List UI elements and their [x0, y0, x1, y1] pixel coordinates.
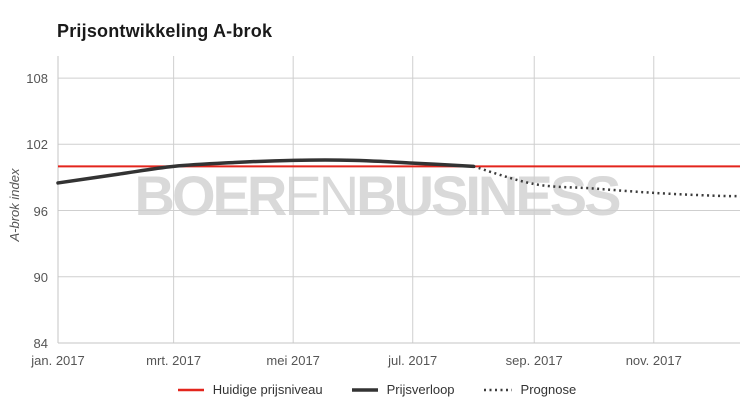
- x-tick-label: mei 2017: [266, 353, 320, 368]
- legend-item-forecast[interactable]: Prognose: [483, 382, 577, 397]
- y-tick-label: 108: [26, 71, 48, 87]
- x-tick-label: jan. 2017: [31, 353, 85, 368]
- y-tick-label: 102: [26, 137, 48, 153]
- boerenbusiness-watermark: BOERENBUSINESS: [0, 168, 753, 224]
- legend-label-price-history: Prijsverloop: [386, 382, 455, 397]
- forecast-dotted-line-icon: [483, 388, 512, 391]
- y-tick-label: 96: [33, 203, 48, 219]
- legend-label-current-price: Huidige prijsniveau: [212, 382, 323, 397]
- y-tick-label: 90: [33, 269, 48, 285]
- watermark-part-business: BUSINESS: [356, 164, 621, 227]
- legend-label-forecast: Prognose: [520, 382, 577, 397]
- legend-item-current-price[interactable]: Huidige prijsniveau: [177, 382, 323, 397]
- watermark-part-en: EN: [284, 164, 359, 227]
- watermark-part-boer: BOER: [134, 164, 288, 227]
- x-tick-label: sep. 2017: [505, 353, 563, 368]
- price-history-series-line: [56, 158, 476, 185]
- forecast-series-line: [473, 165, 741, 198]
- current-price-line-icon: [177, 388, 204, 391]
- legend-item-price-history[interactable]: Prijsverloop: [351, 382, 455, 397]
- legend: Huidige prijsniveau Prijsverloop Prognos…: [0, 382, 753, 397]
- x-tick-label: jul. 2017: [388, 353, 438, 368]
- chart-title: Prijsontwikkeling A-brok: [57, 21, 273, 41]
- y-tick-label: 84: [33, 336, 48, 351]
- x-tick-label: nov. 2017: [625, 353, 682, 368]
- price-history-line-icon: [351, 387, 378, 392]
- x-tick-label: mrt. 2017: [146, 353, 202, 368]
